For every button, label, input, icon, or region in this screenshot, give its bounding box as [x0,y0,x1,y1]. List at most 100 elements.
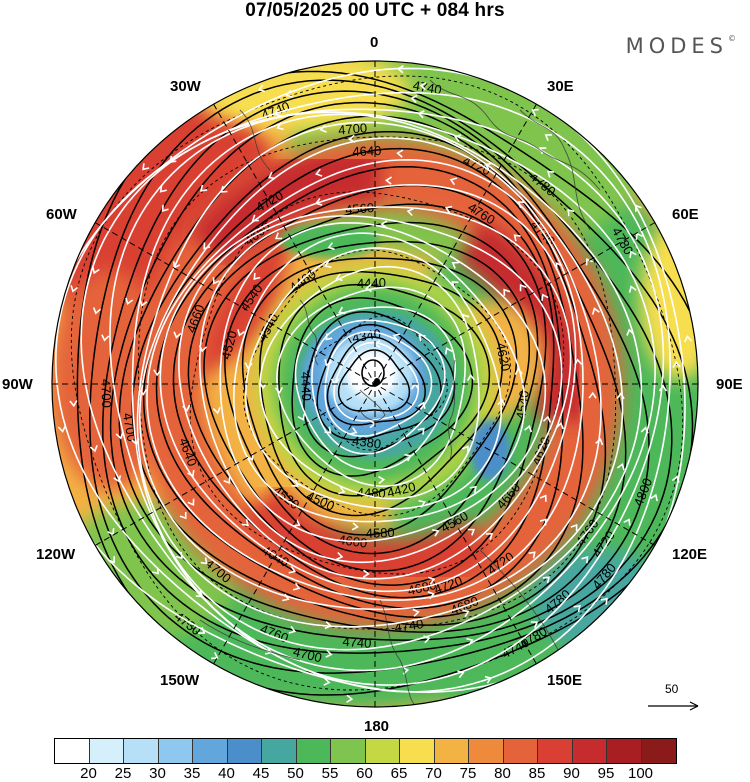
streamline-arrowhead [591,307,600,315]
streamline-arrowhead [423,635,431,644]
streamline-arrowhead [542,576,551,584]
contour-label: 4440 [357,275,386,291]
streamline-arrowhead [404,453,412,462]
streamline-arrowhead [658,384,668,392]
streamline-arrowhead [555,422,564,430]
pole-dot [374,378,380,384]
streamline-arrowhead [513,234,521,242]
scale-arrow-head [689,701,699,711]
streamline-arrowhead [417,401,426,409]
dashed-contour [70,75,684,691]
streamline-arrowhead [282,593,290,602]
streamline-arrowhead [113,475,122,483]
streamline-arrowhead [539,494,547,502]
streamline-arrowhead [418,499,426,508]
streamline-arrowhead [418,334,426,342]
lon-label-120e: 120E [672,546,708,563]
streamline-arrowhead [555,262,563,270]
streamline-arrowhead [640,426,649,434]
coast-europe [519,109,591,231]
streamline-arrowhead [427,591,435,600]
streamline-arrowhead [385,176,393,185]
streamline-arrowhead [542,415,552,423]
brand-logo: MODES© [626,34,736,58]
streamline-arrowhead [541,293,549,301]
height-contour [102,90,673,654]
streamline-arrowhead [517,201,525,209]
dashed-contour [306,315,448,451]
streamline-arrowhead [324,426,332,434]
streamline-arrowhead [315,168,323,177]
streamline-arrowhead [288,565,296,574]
height-contour [89,79,694,674]
streamline-arrowhead [461,445,469,453]
height-contour [203,221,539,572]
streamline-arrowhead [324,359,333,367]
streamline-arrowhead [325,649,333,658]
lon-label-30e: 30E [547,78,574,95]
streamline-arrowhead [467,528,476,536]
streamline-arrowhead [466,373,476,381]
colorbar [54,738,677,764]
streamline-arrowhead [212,277,220,285]
streamline-arrowhead [457,670,465,679]
streamline-arrowhead [628,285,637,293]
coast-greenland [239,109,271,171]
colorbar-tick-label: 100 [627,765,654,782]
colorbar-swatch [607,739,642,763]
streamline-arrowhead [444,205,453,214]
streamline-arrowhead [419,82,427,91]
streamline-arrowhead [257,84,266,93]
streamline-arrowhead [396,65,404,74]
streamline-arrowhead [485,532,494,540]
colorbar-swatch [469,739,504,763]
streamline-arrowhead [544,134,552,141]
map-boundary [51,60,699,708]
colorbar-swatch [296,739,331,763]
colorbar-tick-label: 30 [149,765,166,782]
coast-alaska [379,599,421,707]
streamline-arrowhead [623,518,631,526]
streamline-arrowhead [101,334,110,342]
streamline-arrowhead [567,208,575,217]
streamline-arrowhead [335,273,343,282]
height-contour [316,323,442,441]
coast-canada-arctic [299,299,319,366]
streamline-arrowhead [267,171,276,180]
height-contour [278,283,491,497]
streamline-arrowhead [348,134,356,143]
shade-jet-max-s [240,483,493,589]
lon-label-0: 0 [370,34,379,51]
height-contour [142,147,584,619]
streamline-arrowhead [573,605,581,613]
colorbar-swatch [227,739,262,763]
colorbar-swatch [55,739,90,763]
colorbar-tick-label: 70 [425,765,442,782]
lon-label-60e: 60E [672,206,699,223]
wind-scale-label: 50 [665,682,679,696]
contour-label: 4620 [493,341,514,372]
streamline-arrowhead [297,413,306,421]
streamline-arrowhead [378,475,386,485]
streamline-arrowhead [274,387,284,395]
streamline-arrowhead [139,299,148,307]
streamline-arrowhead [179,512,187,520]
contour-label: 4580 [365,525,394,541]
streamline-arrowhead [324,621,332,630]
streamline-arrowhead [325,333,333,341]
streamline-arrowhead [432,529,440,537]
coast-north-america [199,619,301,661]
streamline-arrowhead [466,637,474,646]
streamline-arrowhead [616,462,625,471]
streamline-arrowhead [169,155,177,163]
streamline-arrowhead [600,597,608,605]
streamline-arrowhead [595,437,604,446]
streamline-arrowhead [288,625,297,634]
streamline-arrowhead [92,307,102,315]
streamline-arrowhead [70,285,79,293]
lon-label-120w: 120W [36,546,76,563]
streamline-arrowhead [187,498,195,506]
height-contour [118,115,627,633]
streamline-arrowhead [251,214,259,222]
streamline-arrowhead [588,391,597,399]
